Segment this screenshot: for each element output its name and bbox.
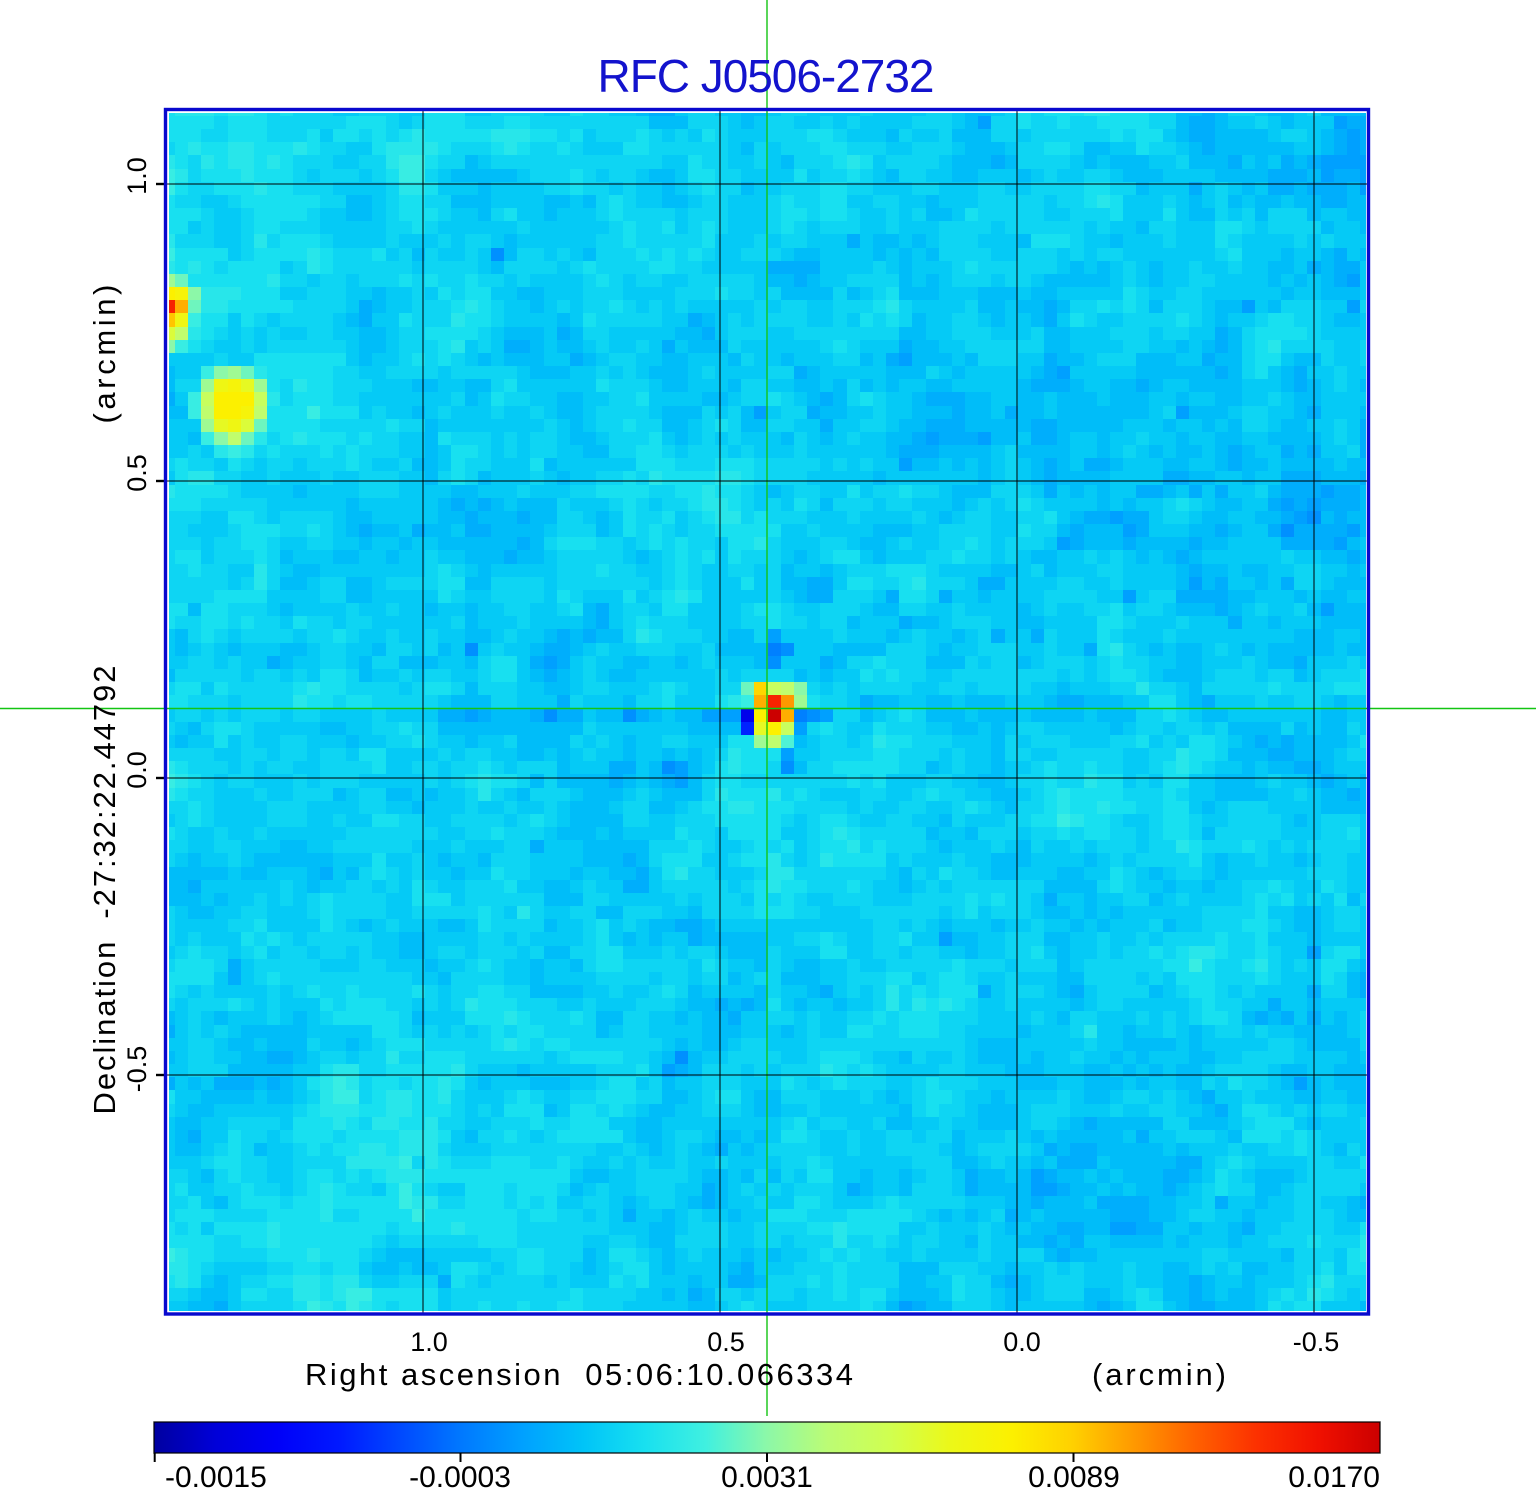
svg-text:(arcmin): (arcmin) bbox=[1092, 1357, 1226, 1392]
svg-text:RFC J0506-2732: RFC J0506-2732 bbox=[598, 50, 935, 102]
svg-text:Right ascension 05:06:10.0663: Right ascension 05:06:10.066334 bbox=[305, 1357, 853, 1392]
svg-text:1.0: 1.0 bbox=[122, 157, 152, 195]
svg-text:Declination -27:32:22.44792: Declination -27:32:22.44792 bbox=[87, 666, 122, 1115]
svg-text:0.5: 0.5 bbox=[122, 454, 152, 492]
svg-text:-0.5: -0.5 bbox=[1293, 1327, 1340, 1357]
svg-text:-0.0003: -0.0003 bbox=[409, 1461, 511, 1494]
svg-text:0.0031: 0.0031 bbox=[721, 1461, 813, 1494]
svg-text:-0.0015: -0.0015 bbox=[165, 1461, 267, 1494]
svg-text:(arcmin): (arcmin) bbox=[87, 285, 122, 424]
svg-text:0.0: 0.0 bbox=[1003, 1327, 1041, 1357]
svg-text:0.0: 0.0 bbox=[122, 751, 152, 789]
svg-text:1.0: 1.0 bbox=[410, 1327, 448, 1357]
svg-text:-0.5: -0.5 bbox=[122, 1046, 152, 1093]
svg-text:0.0170: 0.0170 bbox=[1288, 1461, 1380, 1494]
svg-text:0.0089: 0.0089 bbox=[1028, 1461, 1120, 1494]
svg-text:0.5: 0.5 bbox=[707, 1327, 745, 1357]
